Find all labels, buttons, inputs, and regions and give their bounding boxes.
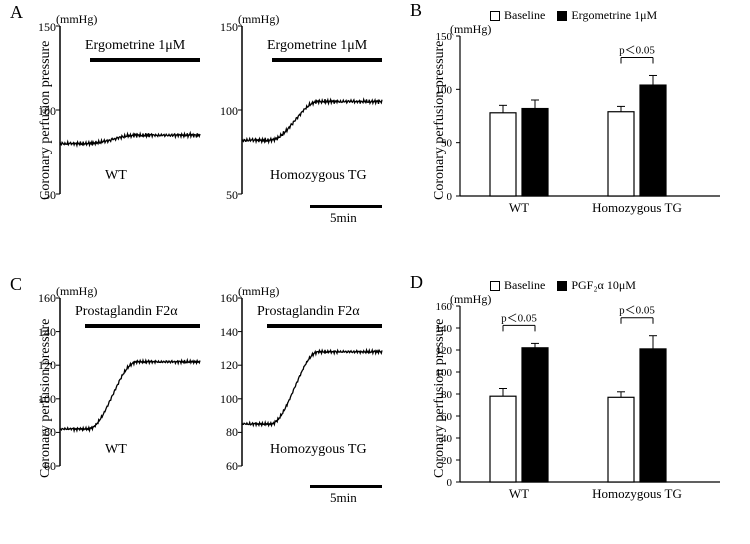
a-left-group: WT (105, 168, 127, 184)
svg-text:160: 160 (436, 301, 453, 313)
panel-a-left-ylabel: Coronary perfusion pressure (38, 41, 54, 200)
c-tick: 80 (214, 425, 238, 440)
c-tick: 80 (32, 425, 56, 440)
legend-d-baseline-box (490, 281, 500, 291)
svg-text:100: 100 (436, 367, 453, 379)
c-tick: 60 (32, 459, 56, 474)
a-right-tick-100: 100 (216, 104, 238, 119)
c-tick: 100 (214, 392, 238, 407)
svg-text:p＜0.05: p＜0.05 (619, 44, 655, 56)
c-tick: 140 (32, 325, 56, 340)
svg-text:40: 40 (441, 433, 453, 445)
svg-text:Homozygous TG: Homozygous TG (592, 200, 682, 215)
c-tick: 160 (32, 291, 56, 306)
svg-text:20: 20 (441, 455, 453, 467)
panel-b-svg: 050100150WTHomozygous TGp＜0.05 (460, 36, 740, 216)
svg-text:50: 50 (441, 138, 453, 150)
a-left-tick-150: 150 (34, 20, 56, 35)
svg-text:100: 100 (436, 84, 453, 96)
c-right-group: Homozygous TG (270, 442, 367, 458)
legend-treat-label: Ergometrine 1μM (571, 8, 657, 22)
svg-text:120: 120 (436, 345, 453, 357)
svg-text:0: 0 (447, 191, 453, 203)
svg-text:140: 140 (436, 323, 453, 335)
panel-b-legend: Baseline Ergometrine 1μM (490, 8, 657, 23)
c-tick: 160 (214, 291, 238, 306)
panel-c-left-unit: (mmHg) (56, 284, 97, 299)
panel-a-title: A (10, 2, 23, 23)
a-right-tick-50: 50 (222, 188, 238, 203)
svg-text:Homozygous TG: Homozygous TG (592, 486, 682, 501)
svg-text:p＜0.05: p＜0.05 (501, 312, 537, 324)
panel-d-svg: 020406080100120140160WTp＜0.05Homozygous … (460, 306, 740, 506)
panel-c-right-unit: (mmHg) (238, 284, 279, 299)
svg-text:WT: WT (509, 486, 529, 501)
panel-b-title: B (410, 0, 422, 21)
a-right-tick-150: 150 (216, 20, 238, 35)
c-left-group: WT (105, 442, 127, 458)
svg-text:80: 80 (441, 389, 453, 401)
c-left-trace-svg (60, 298, 205, 468)
a-left-tick-100: 100 (34, 104, 56, 119)
legend-d-baseline-label: Baseline (504, 278, 545, 292)
legend-baseline-label: Baseline (504, 8, 545, 22)
panel-b-unit: (mmHg) (450, 22, 491, 37)
a-scale-text: 5min (330, 210, 357, 226)
svg-text:150: 150 (436, 31, 453, 43)
panel-c-title: C (10, 274, 22, 295)
c-tick: 60 (214, 459, 238, 474)
c-tick: 120 (32, 358, 56, 373)
svg-text:p＜0.05: p＜0.05 (619, 305, 655, 317)
svg-text:0: 0 (447, 477, 453, 489)
c-scale-text: 5min (330, 490, 357, 506)
c-scale-bar (310, 485, 382, 488)
legend-d-treat-box (557, 281, 567, 291)
a-right-group: Homozygous TG (270, 168, 367, 184)
panel-d-title: D (410, 272, 423, 293)
panel-d-unit: (mmHg) (450, 292, 491, 307)
panel-d-legend: Baseline PGF₂α 10μM (490, 278, 636, 293)
legend-treat-box (557, 11, 567, 21)
c-tick: 120 (214, 358, 238, 373)
a-left-tick-50: 50 (40, 188, 56, 203)
svg-text:60: 60 (441, 411, 453, 423)
panel-a-right-unit: (mmHg) (238, 12, 279, 27)
a-left-trace-svg (60, 26, 205, 196)
c-tick: 100 (32, 392, 56, 407)
legend-d-treat-label: PGF₂α 10μM (571, 278, 636, 292)
figure: A (mmHg) Coronary perfusion pressure 150… (0, 0, 750, 544)
svg-text:WT: WT (509, 200, 529, 215)
panel-a-left-unit: (mmHg) (56, 12, 97, 27)
panel-b-ylabel: Coronary perfusion pressure (432, 41, 448, 200)
a-scale-bar (310, 205, 382, 208)
legend-baseline-box (490, 11, 500, 21)
c-tick: 140 (214, 325, 238, 340)
